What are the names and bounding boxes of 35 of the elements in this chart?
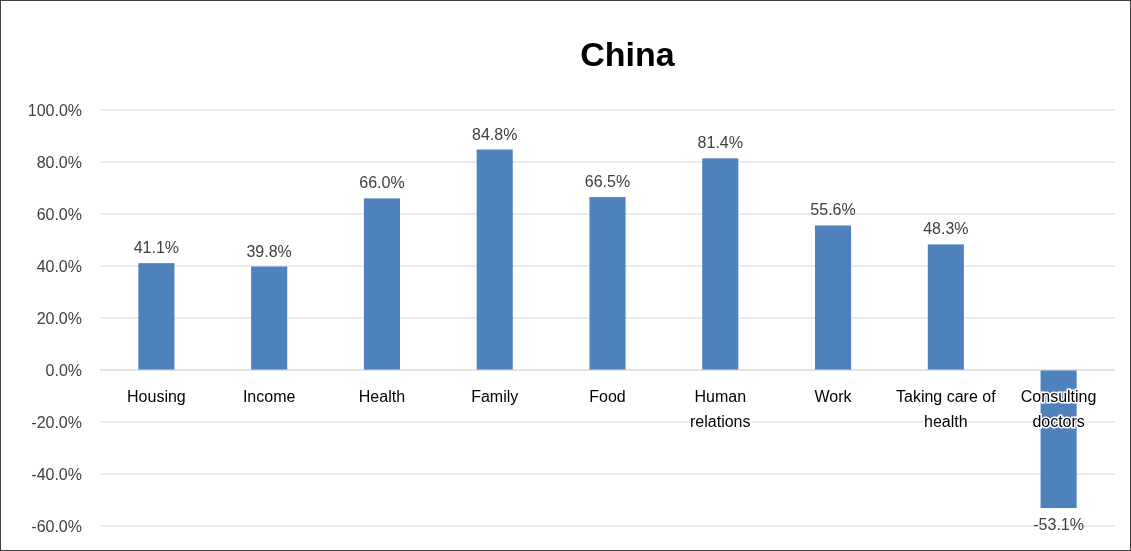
y-tick-label: -40.0% — [31, 466, 82, 483]
x-tick-label: Income — [242, 388, 296, 405]
y-tick-label: 80.0% — [36, 154, 82, 171]
bar — [138, 263, 175, 370]
y-tick-label: 40.0% — [36, 258, 82, 275]
x-tick-label: Work — [814, 388, 853, 405]
bar — [363, 198, 400, 370]
data-label: 81.4% — [697, 134, 743, 152]
bar — [476, 149, 513, 370]
data-label: 66.5% — [584, 173, 631, 191]
bar — [589, 197, 626, 370]
bar — [702, 158, 739, 370]
chart-title: China — [580, 35, 676, 73]
bar — [927, 244, 964, 370]
x-tick-label: Family — [471, 388, 519, 405]
y-tick-label: 20.0% — [36, 310, 82, 327]
y-tick-label: -20.0% — [31, 414, 82, 431]
data-label: 55.6% — [810, 201, 856, 219]
x-tick-label: Taking care of health — [896, 388, 997, 430]
x-tick-label: Human relations — [690, 388, 751, 430]
data-label: 41.1% — [133, 239, 180, 257]
bar — [251, 266, 288, 370]
y-tick-label: 100.0% — [27, 102, 82, 119]
bar — [815, 225, 852, 370]
x-tick-label: Housing — [127, 388, 186, 405]
y-tick-label: 0.0% — [45, 362, 82, 379]
data-label: 48.3% — [923, 220, 969, 238]
data-label: 84.8% — [472, 125, 518, 143]
data-label: 66.0% — [359, 174, 405, 192]
data-label: 39.8% — [246, 242, 292, 260]
y-tick-label: -60.0% — [31, 518, 82, 535]
data-label: -53.1% — [1033, 516, 1084, 534]
x-tick-label: Food — [589, 388, 626, 405]
y-tick-label: 60.0% — [36, 206, 82, 223]
x-tick-label: Health — [358, 388, 406, 405]
